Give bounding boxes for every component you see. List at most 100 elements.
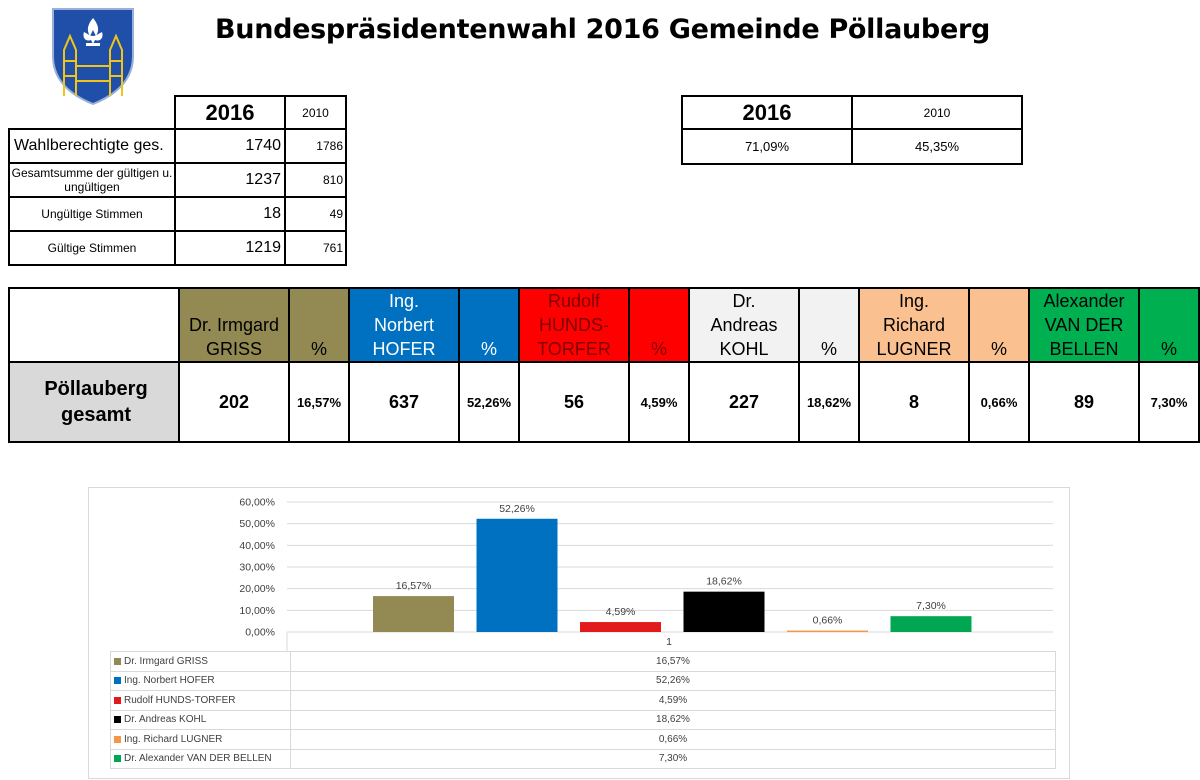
chart-y-tick-label: 0,00%: [245, 627, 275, 639]
chart-y-tick-label: 60,00%: [239, 497, 275, 509]
voter-stats-table: 2016 2010 Wahlberechtigte ges. 1740 1786…: [8, 95, 347, 266]
votes-hundstorfer: 56: [518, 361, 630, 443]
legend-key-swatch: [114, 696, 121, 704]
votes-kohl: 227: [688, 361, 800, 443]
legend-key-swatch: [114, 657, 121, 665]
stats-value-2010: 761: [284, 230, 347, 266]
candidate-name-hundstorfer: Rudolf HUNDS- TORFER: [518, 287, 630, 363]
chart-legend-entry: Rudolf HUNDS-TORFER: [110, 690, 291, 711]
chart-legend-entry: Dr. Andreas KOHL: [110, 709, 291, 730]
pct-hofer: 52,26%: [458, 361, 520, 443]
candidate-name-griss: Dr. Irmgard GRISS: [178, 287, 290, 363]
legend-series-name: Dr. Alexander VAN DER BELLEN: [124, 753, 272, 765]
chart-x-category-label: 1: [666, 636, 672, 648]
chart-table-row: Dr. Andreas KOHL 18,62%: [110, 709, 1056, 730]
chart-y-tick-label: 40,00%: [239, 540, 275, 552]
stats-header-2016: 2016: [174, 95, 286, 130]
chart-table-value: 4,59%: [290, 690, 1056, 711]
chart-y-tick-label: 20,00%: [239, 583, 275, 595]
turnout-header-2010: 2010: [851, 95, 1023, 130]
pct-griss: 16,57%: [288, 361, 350, 443]
stats-value-2016: 1237: [174, 162, 286, 198]
votes-lugner: 8: [858, 361, 970, 443]
chart-bar: [476, 518, 558, 632]
chart-table-row: Ing. Norbert HOFER 52,26%: [110, 670, 1056, 691]
candidate-name-hofer: Ing. Norbert HOFER: [348, 287, 460, 363]
chart-data-label: 16,57%: [396, 580, 432, 592]
legend-series-name: Ing. Richard LUGNER: [124, 733, 223, 745]
stats-value-2016: 1219: [174, 230, 286, 266]
chart-y-tick-label: 10,00%: [239, 605, 275, 617]
chart-data-label: 4,59%: [606, 606, 636, 618]
chart-data-label: 0,66%: [813, 615, 843, 627]
place-label: Pöllauberg gesamt: [8, 361, 180, 443]
page-title: Bundespräsidentenwahl 2016 Gemeinde Pöll…: [215, 14, 991, 45]
chart-table-value: 18,62%: [290, 709, 1056, 730]
chart-legend-entry: Ing. Norbert HOFER: [110, 670, 291, 691]
turnout-value-2010: 45,35%: [851, 128, 1023, 165]
chart-bar: [580, 622, 661, 632]
stats-value-2010: 49: [284, 196, 347, 232]
votes-hofer: 637: [348, 361, 460, 443]
legend-key-swatch: [114, 716, 121, 724]
chart-table-row: Dr. Alexander VAN DER BELLEN 7,30%: [110, 748, 1056, 769]
results-corner: [8, 287, 180, 363]
legend-key-swatch: [114, 677, 121, 685]
candidate-name-kohl: Dr. Andreas KOHL: [688, 287, 800, 363]
candidate-name-vdb: Alexander VAN DER BELLEN: [1028, 287, 1140, 363]
chart-table-value: 7,30%: [290, 748, 1056, 769]
votes-griss: 202: [178, 361, 290, 443]
turnout-header-2016: 2016: [681, 95, 853, 130]
chart-legend-entry: Dr. Irmgard GRISS: [110, 651, 291, 672]
pct-header: %: [798, 287, 860, 363]
chart-table-row: Dr. Irmgard GRISS 16,57%: [110, 651, 1056, 672]
legend-series-name: Rudolf HUNDS-TORFER: [124, 694, 236, 706]
chart-data-label: 7,30%: [916, 600, 946, 612]
stats-value-2016: 1740: [174, 128, 286, 164]
pct-header: %: [288, 287, 350, 363]
pct-header: %: [628, 287, 690, 363]
chart-legend-entry: Ing. Richard LUGNER: [110, 729, 291, 750]
results-table: Dr. Irmgard GRISS % Ing. Norbert HOFER % Ru…: [8, 287, 1200, 443]
pct-header: %: [458, 287, 520, 363]
chart-table-value: 0,66%: [290, 729, 1056, 750]
pct-vdb: 7,30%: [1138, 361, 1200, 443]
legend-key-swatch: [114, 755, 121, 763]
chart-bar: [890, 616, 972, 632]
chart-data-label: 18,62%: [706, 576, 742, 588]
stats-label-total: Gesamtsumme der gültigen u. ungültigen: [8, 162, 176, 198]
stats-header-2010: 2010: [284, 95, 347, 130]
pct-lugner: 0,66%: [968, 361, 1030, 443]
chart-table-row: Rudolf HUNDS-TORFER 4,59%: [110, 690, 1056, 711]
chart-y-tick-label: 30,00%: [239, 562, 275, 574]
legend-series-name: Dr. Irmgard GRISS: [124, 655, 208, 667]
chart-legend-entry: Dr. Alexander VAN DER BELLEN: [110, 748, 291, 769]
pct-hundstorfer: 4,59%: [628, 361, 690, 443]
legend-series-name: Dr. Andreas KOHL: [124, 714, 207, 726]
chart-data-label: 52,26%: [499, 503, 535, 515]
chart-bar: [683, 591, 765, 632]
chart-table-row: Ing. Richard LUGNER 0,66%: [110, 729, 1056, 750]
legend-key-swatch: [114, 735, 121, 743]
chart-data-table: Dr. Irmgard GRISS 16,57% Ing. Norbert HOFE…: [110, 651, 1056, 769]
stats-label-invalid: Ungültige Stimmen: [8, 196, 176, 232]
stats-label-valid: Gültige Stimmen: [8, 230, 176, 266]
votes-vdb: 89: [1028, 361, 1140, 443]
stats-value-2016: 18: [174, 196, 286, 232]
stats-label-eligible: Wahlberechtigte ges.: [8, 128, 176, 164]
chart-y-tick-label: 50,00%: [239, 518, 275, 530]
turnout-value-2016: 71,09%: [681, 128, 853, 165]
stats-value-2010: 810: [284, 162, 347, 198]
candidate-name-lugner: Ing. Richard LUGNER: [858, 287, 970, 363]
legend-series-name: Ing. Norbert HOFER: [124, 675, 215, 687]
municipal-crest-logo: [52, 8, 134, 106]
chart-table-value: 52,26%: [290, 670, 1056, 691]
pct-header: %: [968, 287, 1030, 363]
pct-header: %: [1138, 287, 1200, 363]
chart-table-value: 16,57%: [290, 651, 1056, 672]
chart-bar: [787, 630, 868, 632]
pct-kohl: 18,62%: [798, 361, 860, 443]
turnout-table: 2016 2010 71,09% 45,35%: [681, 95, 1023, 165]
chart-bar: [373, 596, 454, 632]
